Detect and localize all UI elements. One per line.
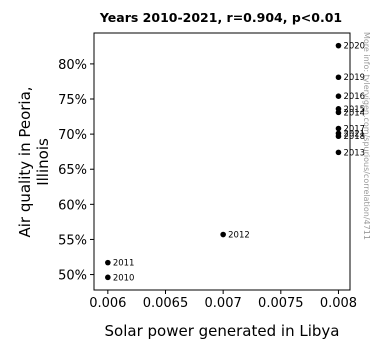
data-point: [105, 274, 111, 281]
x-tick-label: 0.007: [205, 296, 242, 311]
y-axis-label-line-1: Air quality in Peoria,: [16, 86, 34, 237]
data-point-label: 2014: [343, 108, 365, 118]
x-tick-label: 0.0075: [258, 296, 304, 311]
y-axis-label: Air quality in Peoria, Illinois: [16, 86, 52, 237]
x-tick-label: 0.0065: [143, 296, 189, 311]
data-point-label: 2011: [113, 259, 135, 269]
data-point: [220, 231, 226, 238]
data-point-label: 2016: [343, 92, 365, 102]
data-point: [335, 42, 342, 49]
y-tick-label: 55%: [58, 233, 87, 248]
data-point: [335, 149, 342, 156]
x-tick-label: 0.006: [89, 296, 126, 311]
data-point: [335, 130, 342, 137]
data-point-label: 2013: [343, 148, 365, 158]
y-tick-label: 75%: [58, 93, 87, 108]
chart-title: Years 2010-2021, r=0.904, p<0.01: [99, 10, 342, 25]
y-tick-label: 80%: [58, 58, 87, 73]
y-tick-label: 50%: [58, 269, 87, 284]
x-ticks: 0.006 0.0065 0.007 0.0075 0.008: [89, 290, 357, 311]
x-axis-label: Solar power generated in Libya: [105, 322, 340, 340]
data-point-label: 2018: [343, 132, 365, 142]
plot-area: [93, 32, 351, 291]
data-point-label: 2010: [113, 273, 135, 283]
data-point: [335, 125, 342, 132]
y-tick-label: 70%: [58, 128, 87, 143]
data-point-label: 2021: [343, 129, 365, 139]
y-ticks: 50% 55% 60% 65% 70% 75% 80%: [58, 58, 94, 284]
y-tick-label: 65%: [58, 163, 87, 178]
y-axis-label-line-2: Illinois: [34, 138, 52, 186]
data-point-label: 2017: [343, 124, 365, 134]
data-point-label: 2019: [343, 73, 365, 83]
data-point: [335, 74, 342, 81]
y-tick-label: 60%: [58, 198, 87, 213]
data-point: [335, 93, 342, 99]
data-point-label: 2012: [228, 231, 250, 241]
x-tick-label: 0.008: [320, 296, 357, 311]
data-point-label: 2020: [343, 42, 365, 52]
watermark-text: More info: tylervigen.com/spurious/corre…: [362, 32, 371, 240]
data-point: [335, 106, 342, 112]
data-point: [105, 259, 111, 266]
data-point-label: 2015: [343, 105, 365, 115]
